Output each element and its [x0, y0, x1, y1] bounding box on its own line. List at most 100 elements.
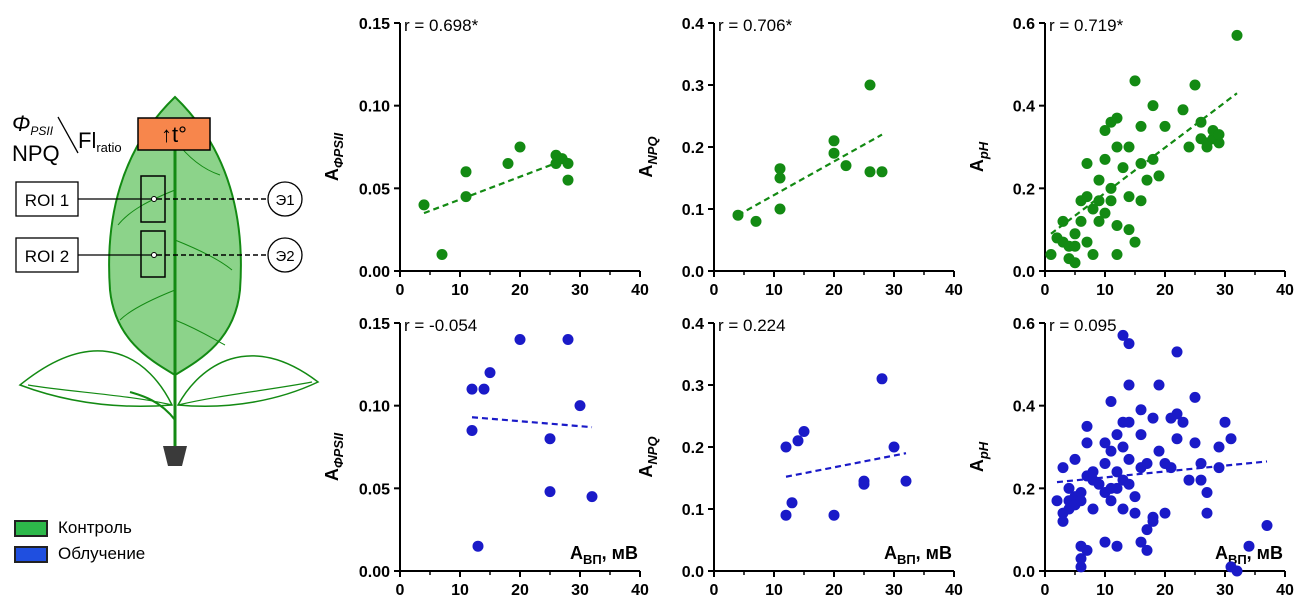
- data-point: [1069, 257, 1081, 269]
- trend-line: [785, 452, 907, 478]
- data-point: [840, 160, 852, 172]
- data-point: [864, 79, 876, 91]
- legend-item-irradiation: Облучение: [14, 541, 145, 567]
- plot-p3: 0 10 20 30 40 0.0 0.2 0.4 0.6 ApH r = 0.719*: [967, 16, 1294, 299]
- x-tick-label: 0: [1041, 282, 1050, 299]
- data-point: [1213, 129, 1225, 141]
- data-point: [466, 424, 478, 436]
- data-point: [1141, 524, 1153, 536]
- y-tick-label: 0.10: [359, 399, 390, 416]
- data-point: [1111, 248, 1123, 260]
- data-point: [1087, 466, 1099, 478]
- data-point: [1111, 540, 1123, 552]
- data-point: [1087, 203, 1099, 215]
- plot-p2: 0 10 20 30 40 0.0 0.1 0.2 0.3 0.4 ANPQ r = 0.706*: [636, 16, 963, 299]
- x-axis-title-sub: ВП: [897, 552, 916, 567]
- data-point: [1183, 141, 1195, 153]
- y-tick-label: 0.0: [1013, 264, 1035, 281]
- data-point: [1135, 195, 1147, 207]
- data-point: [1201, 141, 1213, 153]
- x-tick-label: 40: [1276, 282, 1294, 299]
- x-axis-title-main: A: [884, 543, 897, 563]
- x-tick-label: 30: [885, 582, 903, 599]
- data-point: [786, 497, 798, 509]
- data-point: [774, 172, 786, 184]
- data-point: [562, 158, 574, 170]
- x-tick-label: 40: [945, 282, 963, 299]
- data-point: [1075, 486, 1087, 498]
- legend-item-control: Контроль: [14, 515, 145, 541]
- x-tick-label: 30: [571, 582, 589, 599]
- data-point: [1111, 482, 1123, 494]
- x-axis-title-main: A: [1215, 543, 1228, 563]
- data-point: [1135, 120, 1147, 132]
- legend-swatch-irradiation: [14, 545, 48, 563]
- x-tick-label: 30: [885, 282, 903, 299]
- data-point: [876, 373, 888, 385]
- data-point: [1105, 495, 1117, 507]
- data-point: [574, 400, 586, 412]
- data-point: [1141, 174, 1153, 186]
- data-point: [828, 135, 840, 147]
- plant-diagram: ↑t° ΦPSII NPQ Flratio ROI 1 ROI 2 Э1 Э2: [12, 95, 320, 466]
- data-point: [1105, 182, 1117, 194]
- data-point: [1189, 391, 1201, 403]
- x-tick-label: 10: [765, 282, 783, 299]
- x-tick-label: 0: [1041, 582, 1050, 599]
- data-point: [1231, 29, 1243, 41]
- data-point: [780, 441, 792, 453]
- correlation-label: r = 0.224: [718, 316, 786, 335]
- y-tick-label: 0.2: [682, 140, 704, 157]
- legend-label-control: Контроль: [58, 518, 132, 537]
- data-point: [864, 166, 876, 178]
- y-tick-label: 0.4: [682, 316, 704, 333]
- data-point: [1225, 433, 1237, 445]
- data-point: [828, 147, 840, 159]
- y-tick-label: 0.0: [682, 564, 704, 581]
- data-point: [544, 433, 556, 445]
- electrode1-label: Э1: [275, 192, 294, 209]
- electrode2-label: Э2: [275, 248, 294, 265]
- data-point: [1213, 441, 1225, 453]
- data-point: [1093, 215, 1105, 227]
- phi-sub: PSII: [30, 124, 53, 138]
- data-point: [1177, 104, 1189, 116]
- data-point: [418, 199, 430, 211]
- x-tick-label: 10: [1096, 582, 1114, 599]
- y-tick-label: 0.1: [682, 202, 704, 219]
- y-tick-label: 0.1: [682, 502, 704, 519]
- data-point: [1165, 462, 1177, 474]
- data-point: [1069, 453, 1081, 465]
- data-point: [1177, 416, 1189, 428]
- x-tick-label: 20: [1156, 282, 1174, 299]
- data-point: [460, 166, 472, 178]
- data-point: [436, 248, 448, 260]
- data-point: [1063, 482, 1075, 494]
- legend: Контроль Облучение: [14, 515, 145, 567]
- data-point: [562, 334, 574, 346]
- data-point: [1135, 429, 1147, 441]
- data-point: [1243, 540, 1255, 552]
- temperature-label: ↑t°: [161, 122, 187, 147]
- trend-line: [1050, 92, 1238, 235]
- data-point: [460, 191, 472, 203]
- data-point: [1093, 174, 1105, 186]
- data-point: [1123, 141, 1135, 153]
- y-axis-title: AΦPSII: [322, 132, 346, 181]
- data-point: [1123, 478, 1135, 490]
- data-point: [1111, 429, 1123, 441]
- data-point: [466, 383, 478, 395]
- y-tick-label: 0.6: [1013, 16, 1035, 33]
- x-tick-label: 10: [451, 582, 469, 599]
- y-axis-title-sub: NPQ: [645, 436, 660, 464]
- data-point: [1081, 191, 1093, 203]
- roi2-region: [140, 230, 166, 278]
- y-tick-label: 0.2: [682, 440, 704, 457]
- x-tick-label: 0: [396, 582, 405, 599]
- data-point: [586, 491, 598, 503]
- y-tick-label: 0.4: [1013, 399, 1035, 416]
- x-axis-title-unit: , мВ: [1247, 543, 1283, 563]
